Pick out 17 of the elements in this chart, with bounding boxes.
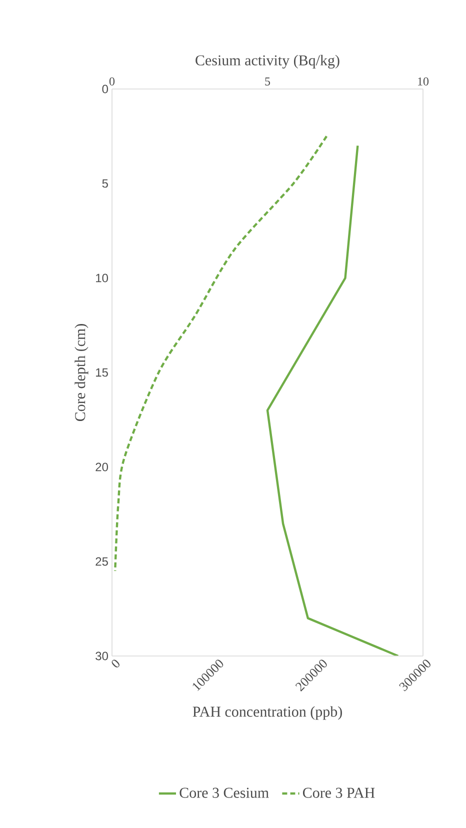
y-tick-label: 25 <box>96 557 108 566</box>
y-tick-label: 15 <box>96 368 108 377</box>
x-axis-title: PAH concentration (ppb) <box>192 706 342 720</box>
x-tick-label: 0 <box>112 660 120 668</box>
legend-label: Core 3 PAH <box>302 788 375 798</box>
x2-tick-label: 10 <box>418 77 429 86</box>
x2-axis-title: Cesium activity (Bq/kg) <box>196 54 340 69</box>
y-axis-title: Core depth (cm) <box>74 324 88 422</box>
x2-tick-label: 0 <box>109 77 115 86</box>
y-tick-label: 30 <box>96 652 108 660</box>
y-tick-label: 0 <box>102 84 108 94</box>
y-tick-label: 5 <box>102 179 108 188</box>
legend-label: Core 3 Cesium <box>180 788 269 798</box>
y-tick-label: 10 <box>96 274 108 282</box>
line-series <box>114 135 328 572</box>
x2-tick-label: 5 <box>265 78 270 86</box>
y-tick-label: 20 <box>96 462 108 472</box>
